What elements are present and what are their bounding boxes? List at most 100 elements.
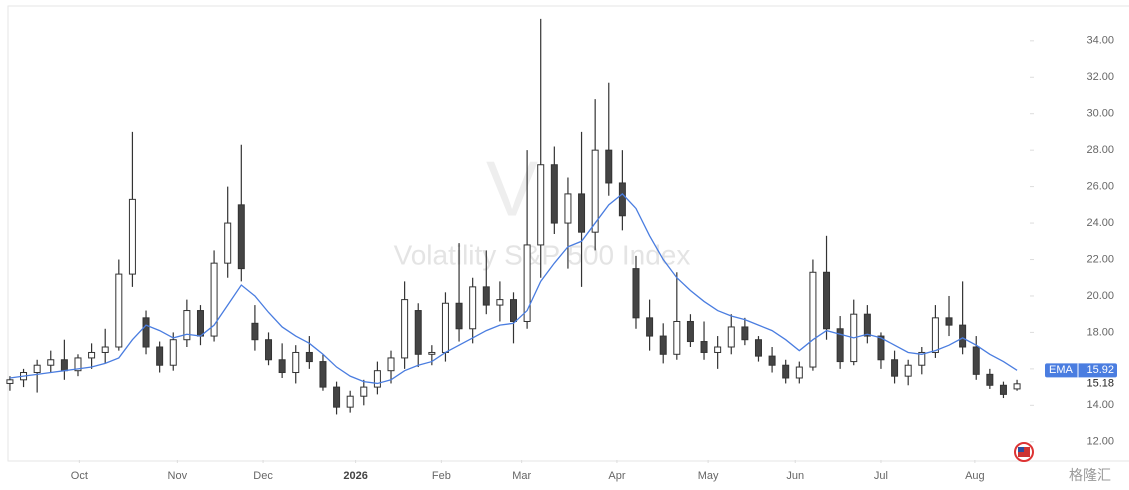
candle-body xyxy=(441,302,449,353)
candle-body xyxy=(904,364,912,377)
candle-body xyxy=(251,322,259,341)
candle-body xyxy=(578,193,586,233)
candle-body xyxy=(6,379,14,384)
x-tick-label: Jun xyxy=(786,470,804,482)
x-tick-label: Nov xyxy=(168,470,188,482)
x-tick-label: Aug xyxy=(965,470,985,482)
candle-body xyxy=(305,351,313,363)
candle-body xyxy=(1013,383,1021,390)
candle-body xyxy=(183,310,191,341)
candle-body xyxy=(768,355,776,366)
candle-body xyxy=(47,359,55,366)
candle-body xyxy=(278,359,286,374)
candle-body xyxy=(646,317,654,337)
candle-body xyxy=(537,164,545,246)
candle-body xyxy=(605,149,613,184)
candle-body xyxy=(727,326,735,348)
candle-body xyxy=(618,182,626,217)
last-price: 15.18 xyxy=(1086,378,1114,390)
candle-body xyxy=(60,359,68,372)
ema-badge xyxy=(1045,363,1117,378)
candle-body xyxy=(986,373,994,386)
candle-body xyxy=(88,351,96,359)
candle-body xyxy=(931,317,939,353)
candle-body xyxy=(346,395,354,408)
candle-body xyxy=(782,364,790,379)
candle-body xyxy=(686,320,694,343)
candle-body xyxy=(877,335,885,361)
candle-body xyxy=(918,351,926,366)
candle-body xyxy=(496,299,504,306)
candle-body xyxy=(455,302,463,330)
x-tick-label: Oct xyxy=(71,470,88,482)
candle-body xyxy=(156,346,164,366)
candle-body xyxy=(836,328,844,363)
candle-body xyxy=(333,386,341,408)
candle-body xyxy=(482,286,490,306)
candle-body xyxy=(999,384,1007,395)
candle-body xyxy=(210,262,218,337)
candle-body xyxy=(387,357,395,372)
candle-body xyxy=(863,313,871,337)
candle-body xyxy=(469,286,477,330)
candle-body xyxy=(891,359,899,377)
candle-body xyxy=(945,317,953,326)
y-tick-label: 32.00 xyxy=(1086,71,1114,83)
y-tick-label: 12.00 xyxy=(1086,436,1114,448)
x-tick-label: May xyxy=(698,470,719,482)
plot-frame xyxy=(7,5,1129,462)
candle-body xyxy=(169,339,177,366)
ema-badge-name: EMA xyxy=(1049,364,1074,376)
candle-body xyxy=(673,320,681,355)
ema-badge-value: 15.92 xyxy=(1086,364,1114,376)
candle-body xyxy=(196,310,204,337)
candle-body xyxy=(142,317,150,348)
candle-body xyxy=(972,346,980,375)
candle-body xyxy=(741,326,749,341)
x-tick-label: Apr xyxy=(608,470,625,482)
candle-body xyxy=(33,364,41,374)
x-tick-label: Jul xyxy=(874,470,888,482)
candle-body xyxy=(659,335,667,355)
candle-body xyxy=(115,273,123,348)
y-tick-label: 18.00 xyxy=(1086,326,1114,338)
candle-body xyxy=(428,351,436,355)
candle-body xyxy=(360,386,368,397)
y-tick-label: 14.00 xyxy=(1086,399,1114,411)
candle-body xyxy=(823,271,831,330)
candle-body xyxy=(74,357,82,372)
y-tick-label: 28.00 xyxy=(1086,144,1114,156)
y-tick-label: 22.00 xyxy=(1086,253,1114,265)
candle-body xyxy=(101,346,109,353)
candle-body xyxy=(128,198,136,275)
x-tick-label: Feb xyxy=(432,470,451,482)
candle-body xyxy=(714,346,722,353)
flag-icon xyxy=(1014,442,1034,462)
candle-body xyxy=(292,351,300,374)
candle-body xyxy=(550,164,558,224)
brand-box xyxy=(1050,464,1128,488)
candle-body xyxy=(632,268,640,319)
candle-body xyxy=(510,299,517,322)
x-tick-label: 2026 xyxy=(343,470,367,482)
candle-body xyxy=(700,341,708,353)
candle-body xyxy=(401,299,409,359)
x-tick-label: Dec xyxy=(253,470,273,482)
candle-body xyxy=(564,193,572,224)
watermark-letter: V xyxy=(486,145,538,233)
y-tick-label: 30.00 xyxy=(1086,108,1114,120)
ema-line xyxy=(9,193,1018,385)
candle-body xyxy=(265,339,273,361)
y-tick-label: 24.00 xyxy=(1086,217,1114,229)
candle-body xyxy=(795,366,803,379)
candle-body xyxy=(237,204,245,270)
brand: 格隆汇 xyxy=(1069,468,1111,484)
y-tick-label: 20.00 xyxy=(1086,290,1114,302)
candle-body xyxy=(319,361,327,388)
candle-body xyxy=(414,310,422,355)
candle-body xyxy=(523,244,531,322)
candle-body xyxy=(224,222,232,264)
x-tick-label: Mar xyxy=(512,470,531,482)
